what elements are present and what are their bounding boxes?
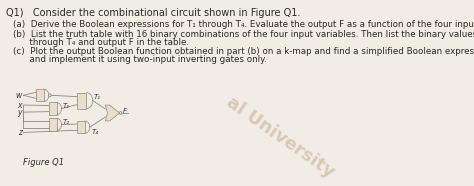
Text: F: F bbox=[123, 108, 128, 114]
Text: Q1)   Consider the combinational circuit shown in Figure Q1.: Q1) Consider the combinational circuit s… bbox=[6, 8, 301, 18]
Text: (b)  List the truth table with 16 binary combinations of the four input variable: (b) List the truth table with 16 binary … bbox=[13, 30, 474, 39]
Circle shape bbox=[119, 111, 122, 115]
Text: (a)  Derive the Boolean expressions for T₁ through T₄. Evaluate the output F as : (a) Derive the Boolean expressions for T… bbox=[13, 20, 474, 29]
Text: w: w bbox=[16, 91, 22, 100]
Text: x: x bbox=[18, 101, 22, 110]
Text: through T₄ and output F in the table.: through T₄ and output F in the table. bbox=[13, 38, 190, 47]
Text: (c)  Plot the output Boolean function obtained in part (b) on a k-map and find a: (c) Plot the output Boolean function obt… bbox=[13, 47, 474, 56]
Text: T₄: T₄ bbox=[91, 129, 98, 134]
Text: al University: al University bbox=[223, 94, 337, 182]
Bar bbox=[77, 93, 86, 109]
Text: T₂: T₂ bbox=[63, 119, 70, 125]
Bar bbox=[49, 102, 56, 115]
Bar bbox=[77, 121, 85, 133]
Circle shape bbox=[48, 94, 51, 97]
Text: and implement it using two-input inverting gates only.: and implement it using two-input inverti… bbox=[13, 55, 267, 64]
Text: z: z bbox=[18, 128, 22, 137]
Bar bbox=[49, 118, 56, 131]
Text: T₁: T₁ bbox=[94, 94, 101, 100]
Bar bbox=[36, 89, 44, 102]
Text: T₁: T₁ bbox=[63, 103, 70, 109]
Text: y: y bbox=[18, 108, 22, 117]
Text: Figure Q1: Figure Q1 bbox=[23, 158, 64, 167]
Polygon shape bbox=[105, 105, 119, 121]
